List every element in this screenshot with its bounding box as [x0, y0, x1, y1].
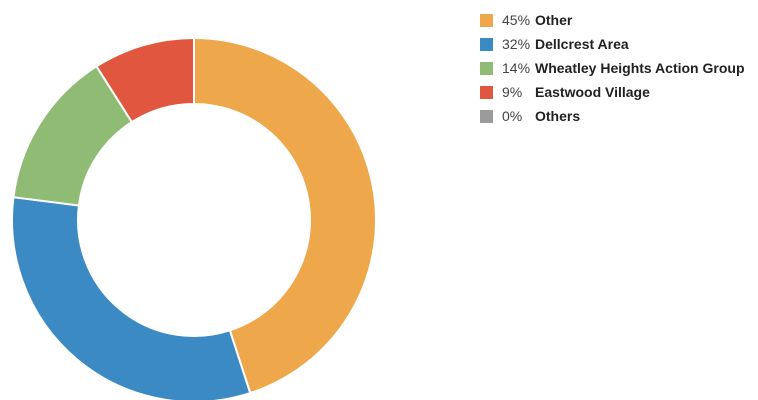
donut-slice-dellcrest-area[interactable] — [11, 196, 252, 400]
legend-swatch — [480, 13, 493, 27]
legend-swatch — [480, 37, 493, 51]
legend-percent: 0% — [502, 108, 523, 124]
legend-label: Other — [535, 12, 573, 28]
legend-percent: 9% — [502, 84, 523, 100]
legend: 45% Other 32% Dellcrest Area 14% Wheatle… — [480, 8, 745, 128]
legend-percent: 32% — [502, 36, 531, 52]
legend-label: Others — [535, 108, 581, 124]
legend-label: Wheatley Heights Action Group — [535, 60, 745, 76]
legend-percent: 14% — [502, 60, 531, 76]
legend-item-other[interactable]: 45% Other — [480, 8, 745, 32]
legend-label: Eastwood Village — [535, 84, 650, 100]
legend-item-eastwood-village[interactable]: 9% Eastwood Village — [480, 80, 745, 104]
legend-label: Dellcrest Area — [535, 36, 629, 52]
legend-percent: 45% — [502, 12, 531, 28]
legend-item-dellcrest-area[interactable]: 32% Dellcrest Area — [480, 32, 745, 56]
donut-slice-other[interactable] — [193, 36, 377, 395]
legend-swatch — [480, 61, 493, 75]
donut-slice-eastwood-village[interactable] — [95, 36, 195, 124]
legend-swatch — [480, 109, 493, 123]
legend-item-wheatley-heights[interactable]: 14% Wheatley Heights Action Group — [480, 56, 745, 80]
legend-item-others[interactable]: 0% Others — [480, 104, 745, 128]
legend-swatch — [480, 85, 493, 99]
